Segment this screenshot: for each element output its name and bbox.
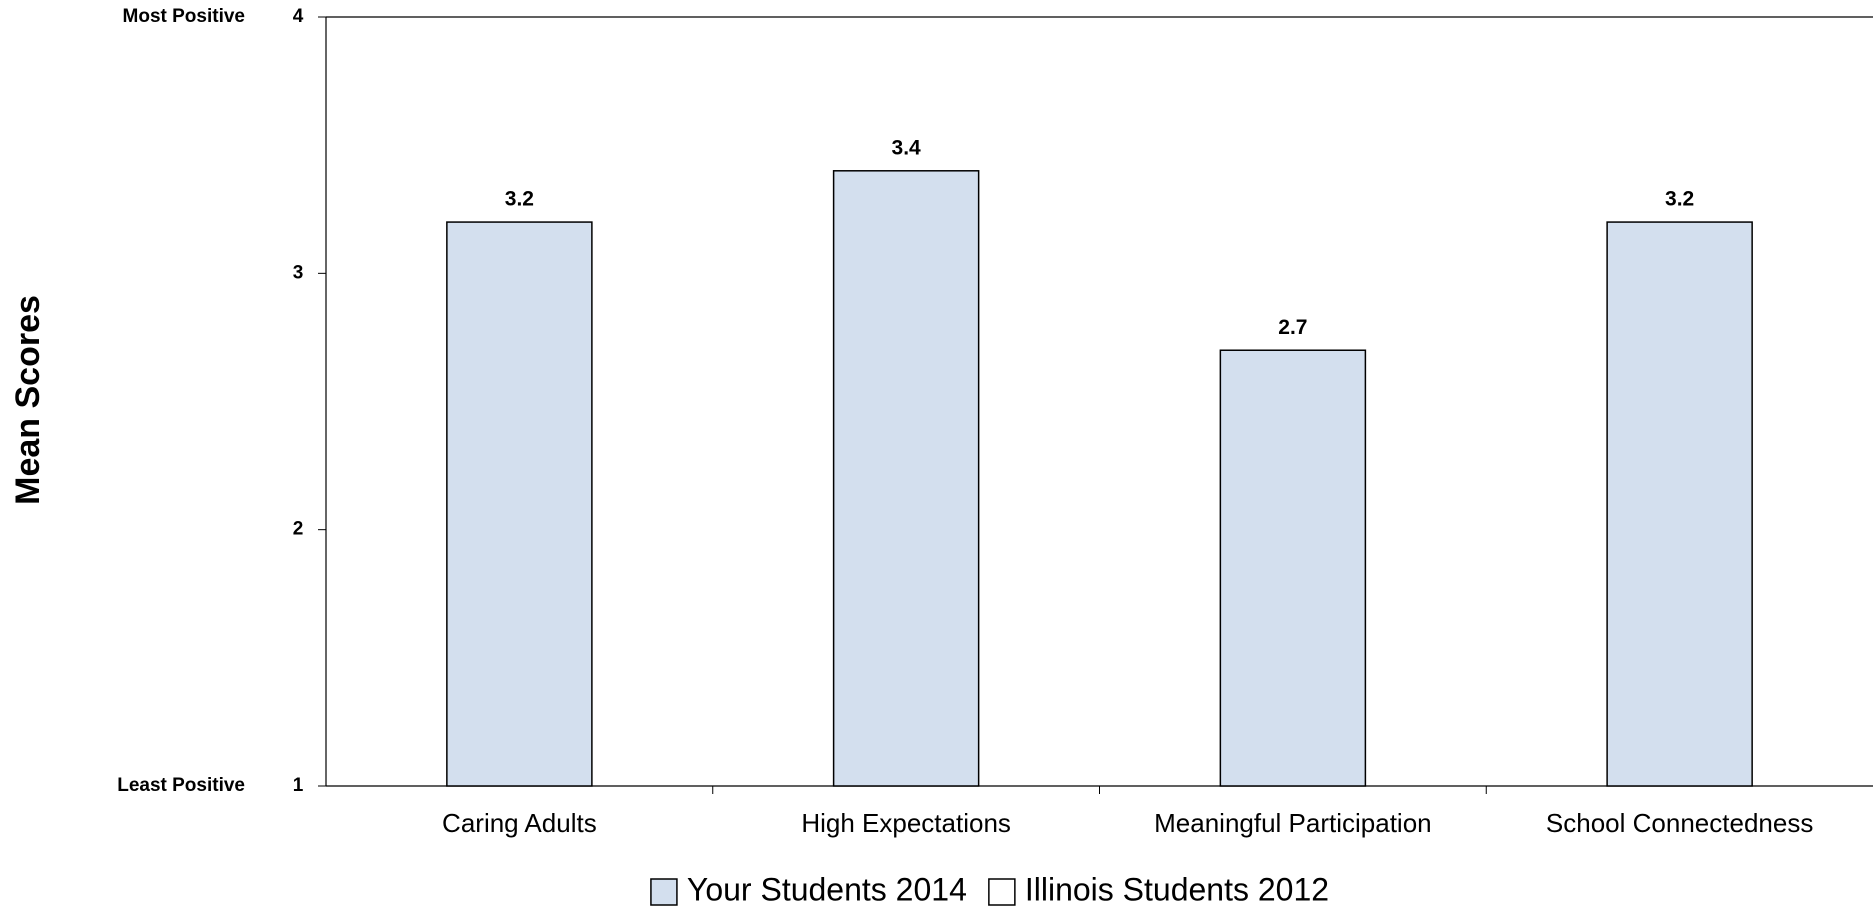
x-tick-label: Caring Adults bbox=[442, 808, 597, 838]
x-tick-label: School Connectedness bbox=[1546, 808, 1813, 838]
bar bbox=[1219, 349, 1367, 787]
legend-swatch bbox=[650, 878, 678, 906]
y-axis-title: Mean Scores bbox=[9, 295, 47, 505]
y-tick-label: 4 bbox=[293, 6, 304, 27]
legend-swatch bbox=[988, 878, 1016, 906]
axis-annotation: Most Positive bbox=[123, 6, 245, 27]
x-tick-label: Meaningful Participation bbox=[1154, 808, 1432, 838]
value-label: 3.4 bbox=[892, 136, 922, 159]
legend-label: Your Students 2014 bbox=[687, 871, 967, 907]
y-tick-label: 1 bbox=[293, 775, 304, 796]
y-tick-label: 3 bbox=[293, 262, 304, 283]
value-label: 2.7 bbox=[1278, 316, 1307, 339]
axis-annotation: Least Positive bbox=[117, 775, 245, 796]
bar bbox=[1606, 221, 1753, 787]
bar bbox=[446, 221, 593, 787]
x-tick-label: High Expectations bbox=[801, 808, 1011, 838]
value-label: 3.2 bbox=[1665, 188, 1694, 211]
y-tick-label: 2 bbox=[293, 519, 304, 540]
legend-label: Illinois Students 2012 bbox=[1025, 871, 1329, 907]
value-label: 3.2 bbox=[505, 188, 534, 211]
bar bbox=[832, 170, 980, 787]
